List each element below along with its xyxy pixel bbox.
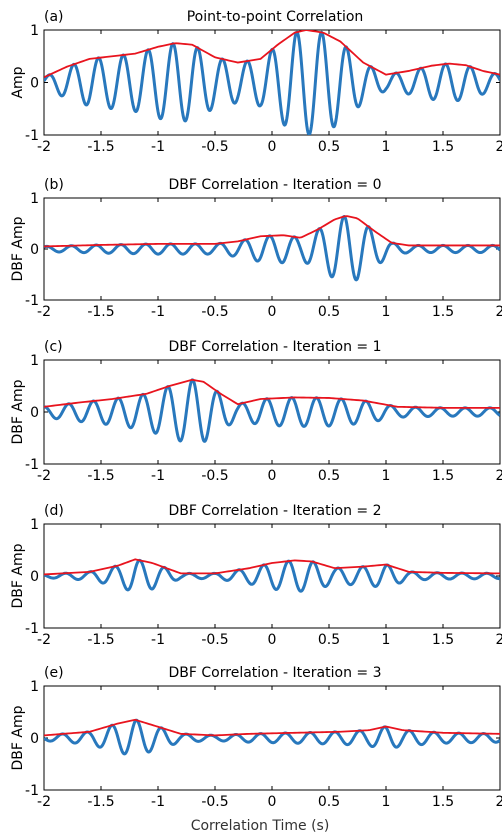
x-tick-label: -0.5 [201, 794, 228, 810]
x-tick-label: 1 [382, 139, 391, 155]
x-tick-label: -1.5 [87, 632, 114, 648]
x-tick-label: 1 [382, 468, 391, 484]
x-tick-label: -1.5 [87, 304, 114, 320]
y-tick-label: 1 [30, 679, 39, 695]
panel-title: DBF Correlation - Iteration = 1 [169, 339, 382, 355]
envelope-series [44, 30, 500, 79]
x-tick-label: -0.5 [201, 304, 228, 320]
panel-title: Point-to-point Correlation [187, 9, 364, 25]
x-tick-label: 0 [268, 139, 277, 155]
y-tick-label: -1 [25, 783, 39, 799]
correlation-series [44, 378, 500, 443]
chart-panel-a: -2 -1.5 -1 -0.5 0 0.5 1 1.5 2 -1 0 1 Amp (a) Point-to-… [10, 9, 502, 155]
panel-label: (d) [44, 503, 64, 519]
envelope-series [44, 378, 500, 409]
x-tick-label: 1 [382, 794, 391, 810]
x-tick-label: -1 [151, 139, 165, 155]
x-tick-label: 2 [496, 632, 502, 648]
y-tick-label: 0 [30, 405, 39, 421]
panel-label: (b) [44, 177, 64, 193]
x-tick-label: 2 [496, 304, 502, 320]
x-tick-label: 0 [268, 468, 277, 484]
y-tick-label: 1 [30, 191, 39, 207]
y-tick-label: 0 [30, 731, 39, 747]
x-tick-label: 1.5 [432, 468, 454, 484]
correlation-series [44, 215, 500, 282]
y-tick-label: 0 [30, 569, 39, 585]
x-tick-label: 1.5 [432, 794, 454, 810]
x-tick-label: 0.5 [318, 139, 340, 155]
x-tick-label: 0.5 [318, 632, 340, 648]
axes-box [43, 197, 501, 301]
x-tick-label: 0.5 [318, 794, 340, 810]
y-tick-label: 0 [30, 76, 39, 92]
x-tick-label: -0.5 [201, 468, 228, 484]
y-tick-label: 1 [30, 517, 39, 533]
envelope-series [44, 718, 500, 737]
x-tick-label: -2 [37, 139, 51, 155]
y-tick-label: 0 [30, 242, 39, 258]
x-tick-label: -1 [151, 632, 165, 648]
x-tick-label: -2 [37, 794, 51, 810]
y-axis-label: DBF Amp [10, 543, 26, 608]
x-tick-label: -1.5 [87, 468, 114, 484]
axes-box [43, 29, 501, 136]
x-tick-label: -1.5 [87, 794, 114, 810]
correlation-series [44, 30, 500, 135]
panel-label: (e) [44, 665, 64, 681]
x-tick-label: -1 [151, 468, 165, 484]
y-tick-label: 1 [30, 23, 39, 39]
x-tick-label: -2 [37, 468, 51, 484]
y-tick-label: -1 [25, 293, 39, 309]
x-tick-label: -1 [151, 794, 165, 810]
panel-title: DBF Correlation - Iteration = 3 [169, 665, 382, 681]
x-tick-label: 1 [382, 632, 391, 648]
x-tick-label: -1.5 [87, 139, 114, 155]
x-tick-label: -2 [37, 304, 51, 320]
panel-label: (a) [44, 9, 64, 25]
y-axis-label: DBF Amp [10, 216, 26, 281]
y-tick-label: -1 [25, 457, 39, 473]
x-tick-label: -0.5 [201, 632, 228, 648]
correlation-series [44, 718, 500, 756]
x-tick-label: 2 [496, 794, 502, 810]
envelope-series [44, 215, 500, 248]
x-tick-label: -0.5 [201, 139, 228, 155]
correlation-series [44, 558, 500, 593]
x-tick-label: 0.5 [318, 304, 340, 320]
x-tick-label: 0 [268, 794, 277, 810]
y-axis-label: Amp [10, 66, 26, 98]
x-tick-label: -1 [151, 304, 165, 320]
y-axis-label: DBF Amp [10, 705, 26, 770]
x-tick-label: 0.5 [318, 468, 340, 484]
x-tick-label: 2 [496, 139, 502, 155]
x-tick-label: 1.5 [432, 139, 454, 155]
x-tick-label: 1.5 [432, 632, 454, 648]
x-tick-label: 2 [496, 468, 502, 484]
panel-title: DBF Correlation - Iteration = 0 [169, 177, 382, 193]
figure-x-axis-label: Correlation Time (s) [190, 818, 330, 834]
x-tick-label: -2 [37, 632, 51, 648]
x-tick-label: 0 [268, 632, 277, 648]
panel-title: DBF Correlation - Iteration = 2 [169, 503, 382, 519]
y-tick-label: -1 [25, 128, 39, 144]
x-tick-label: 0 [268, 304, 277, 320]
axes-box [43, 685, 501, 791]
y-tick-label: -1 [25, 621, 39, 637]
x-tick-label: 1.5 [432, 304, 454, 320]
y-axis-label: DBF Amp [10, 379, 26, 444]
x-tick-label: 1 [382, 304, 391, 320]
panel-label: (c) [44, 339, 63, 355]
y-tick-label: 1 [30, 353, 39, 369]
envelope-series [44, 558, 500, 576]
